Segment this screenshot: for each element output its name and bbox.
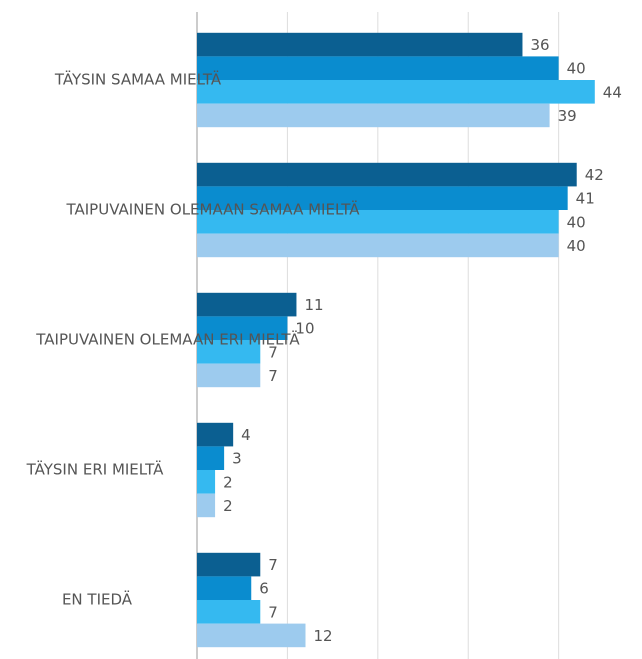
bar bbox=[197, 623, 306, 648]
value-label: 42 bbox=[585, 166, 604, 184]
bar bbox=[197, 162, 577, 187]
bar bbox=[197, 576, 252, 600]
value-label: 2 bbox=[223, 497, 233, 515]
category-label: TAIPUVAINEN OLEMAAN SAMAA MIELTÄ bbox=[66, 200, 361, 219]
bar bbox=[197, 292, 297, 317]
value-label: 3 bbox=[232, 450, 242, 468]
value-label: 40 bbox=[567, 60, 586, 78]
value-label: 39 bbox=[558, 107, 577, 125]
category-label: TÄYSIN ERI MIELTÄ bbox=[26, 460, 164, 479]
bar bbox=[197, 186, 568, 210]
value-label: 7 bbox=[268, 343, 278, 361]
value-label: 2 bbox=[223, 473, 233, 491]
value-label: 44 bbox=[603, 83, 622, 101]
bar bbox=[197, 422, 234, 447]
bar bbox=[197, 446, 225, 470]
bar bbox=[197, 363, 261, 388]
bar bbox=[197, 316, 288, 340]
value-label: 11 bbox=[304, 296, 323, 314]
bar bbox=[197, 56, 559, 80]
bar bbox=[197, 233, 559, 258]
value-label: 4 bbox=[241, 426, 251, 444]
bar bbox=[197, 210, 559, 234]
value-label: 36 bbox=[530, 36, 549, 54]
category-label: TÄYSIN SAMAA MIELTÄ bbox=[54, 70, 222, 89]
category-label: TAIPUVAINEN OLEMAAN ERI MIELTÄ bbox=[35, 330, 300, 349]
value-label: 6 bbox=[259, 580, 269, 598]
bar bbox=[197, 80, 595, 104]
bar bbox=[197, 103, 550, 128]
value-label: 40 bbox=[567, 213, 586, 231]
value-label: 7 bbox=[268, 603, 278, 621]
value-label: 12 bbox=[313, 627, 332, 645]
bar bbox=[197, 470, 216, 494]
value-label: 10 bbox=[295, 320, 314, 338]
bar bbox=[197, 493, 216, 518]
bar bbox=[197, 340, 261, 364]
bar bbox=[197, 552, 261, 577]
bar bbox=[197, 32, 523, 57]
value-label: 7 bbox=[268, 367, 278, 385]
bar bbox=[197, 600, 261, 624]
value-label: 40 bbox=[567, 237, 586, 255]
value-label: 41 bbox=[576, 190, 595, 208]
category-label: EN TIEDÄ bbox=[62, 590, 133, 609]
value-label: 7 bbox=[268, 556, 278, 574]
